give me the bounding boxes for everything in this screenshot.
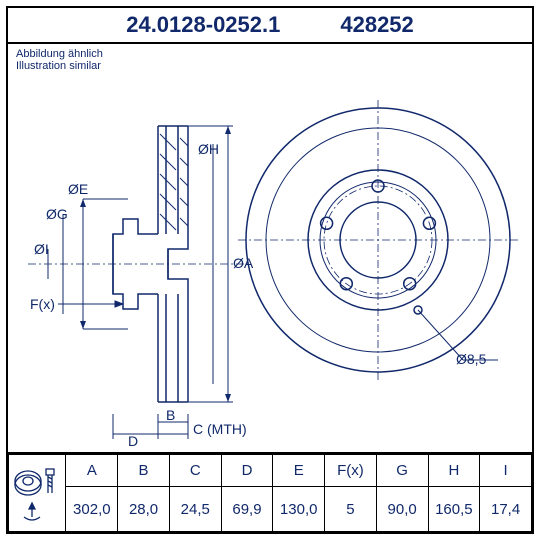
val-C: 24,5	[169, 487, 221, 532]
label-diam-I: ØI	[34, 241, 49, 257]
col-G: G	[376, 455, 428, 487]
side-view: ØI ØG ØE ØH ØA F(x) B D C (MTH)	[28, 84, 248, 434]
dimension-table: A B C D E F(x) G H I 302,0 28,0 24,5 69,…	[8, 452, 532, 532]
label-F: F(x)	[30, 296, 55, 312]
short-code: 428252	[340, 12, 413, 38]
label-diam-G: ØG	[46, 206, 68, 222]
title-row: 24.0128-0252.1 428252	[8, 8, 532, 44]
col-C: C	[169, 455, 221, 487]
col-D: D	[221, 455, 273, 487]
label-B: B	[166, 407, 175, 423]
icon-cell	[9, 455, 66, 532]
val-I: 17,4	[480, 487, 532, 532]
drawing-frame: 24.0128-0252.1 428252 Abbildung ähnlich …	[6, 6, 534, 534]
val-F: 5	[325, 487, 377, 532]
front-view: Ø8,5	[238, 70, 518, 410]
col-B: B	[118, 455, 170, 487]
val-A: 302,0	[66, 487, 118, 532]
col-H: H	[428, 455, 480, 487]
col-E: E	[273, 455, 325, 487]
label-D: D	[128, 433, 138, 449]
label-diam-E: ØE	[68, 181, 88, 197]
col-I: I	[480, 455, 532, 487]
col-F: F(x)	[325, 455, 377, 487]
diagram-area: ØI ØG ØE ØH ØA F(x) B D C (MTH)	[8, 44, 532, 452]
val-D: 69,9	[221, 487, 273, 532]
val-G: 90,0	[376, 487, 428, 532]
hole-diameter-label: Ø8,5	[456, 351, 487, 367]
val-H: 160,5	[428, 487, 480, 532]
label-C: C (MTH)	[193, 421, 247, 437]
val-E: 130,0	[273, 487, 325, 532]
label-diam-H: ØH	[198, 141, 219, 157]
table-header-row: A B C D E F(x) G H I	[9, 455, 532, 487]
table-value-row: 302,0 28,0 24,5 69,9 130,0 5 90,0 160,5 …	[9, 487, 532, 532]
col-A: A	[66, 455, 118, 487]
disc-bolt-icon	[12, 463, 62, 523]
part-number: 24.0128-0252.1	[126, 12, 280, 38]
val-B: 28,0	[118, 487, 170, 532]
